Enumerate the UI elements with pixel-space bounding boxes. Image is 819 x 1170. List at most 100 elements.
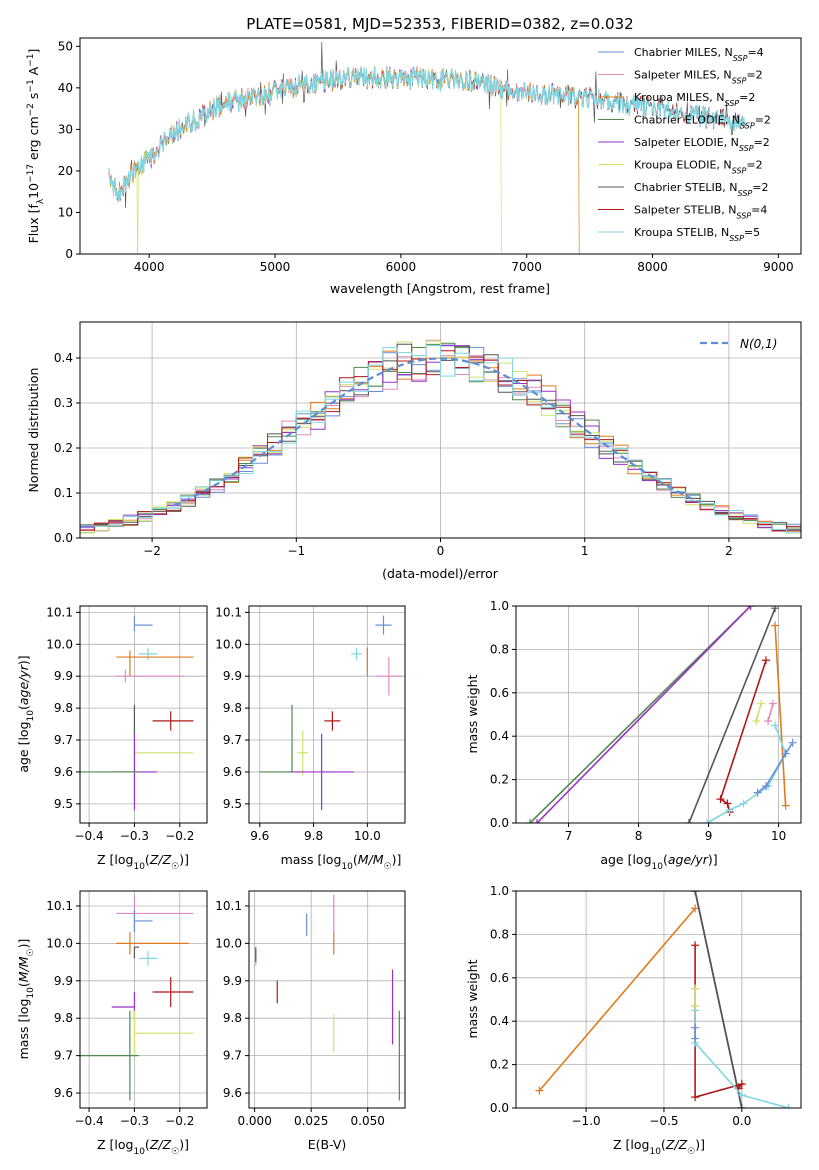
y-tick-label: 0.0 <box>490 816 509 830</box>
y-tick-label: 0.4 <box>490 729 509 743</box>
y-tick-label: 10.1 <box>46 605 73 619</box>
legend-label: Kroupa MILES, NSSP=2 <box>634 91 755 108</box>
legend-item: Chabrier STELIB, NSSP=2 <box>598 181 768 198</box>
legend-label: Salpeter ELODIE, NSSP=2 <box>634 136 770 153</box>
marker-plus <box>533 819 542 823</box>
marker-plus <box>737 1080 746 1089</box>
weight-line <box>755 703 762 722</box>
marker-plus <box>691 1002 700 1011</box>
legend-item: Salpeter MILES, NSSP=2 <box>598 69 763 85</box>
x-tick-label: 0.050 <box>351 1114 385 1128</box>
marker-plus <box>761 656 770 665</box>
plot-area <box>80 339 801 534</box>
legend-item: Kroupa ELODIE, NSSP=2 <box>598 159 763 175</box>
weight-line <box>767 703 774 722</box>
weight-line <box>757 742 794 794</box>
y-tick-label: 9.9 <box>54 974 73 988</box>
weight-line <box>694 891 743 1108</box>
x-tick-label: −0.5 <box>649 1114 678 1128</box>
spectrum-kroupa_stelib <box>108 66 746 202</box>
axes-frame <box>515 890 802 1109</box>
y-tick-label: 40 <box>58 81 73 95</box>
weight-line <box>529 606 752 823</box>
legend-item: Chabrier ELODIE, NSSP=2 <box>598 114 771 131</box>
y-tick-label: 10.0 <box>215 936 242 950</box>
errorbar-point <box>152 711 194 731</box>
marker-plus <box>691 904 700 913</box>
panel-spectrum: 4000 5000 6000 7000 8000 9000 0 10 20 30 40 50 Chabr… <box>58 37 802 296</box>
y-axis-label: mass [log10(M/M☉)] <box>16 939 36 1060</box>
plot-area <box>535 891 793 1108</box>
residual-legend: N(0,1) <box>700 337 777 351</box>
x-axis-label: Z [log10(Z/Z☉)] <box>613 1137 705 1157</box>
legend-label: Chabrier ELODIE, NSSP=2 <box>634 114 771 131</box>
x-tick-label: 10.0 <box>354 829 381 843</box>
plot-area <box>80 615 194 811</box>
panel-age_vs_Z: −0.4 −0.3 −0.2 9.5 9.6 9.7 9.8 9.9 10.0 10.1 <box>46 605 208 843</box>
y-tick-label: 0.0 <box>54 531 73 545</box>
errorbar-point <box>324 711 341 731</box>
x-tick-label: 0.025 <box>294 1114 328 1128</box>
legend-item: Salpeter STELIB, NSSP=4 <box>598 204 767 220</box>
y-tick-label: 10.1 <box>46 899 73 913</box>
y-tick-label: 9.5 <box>223 797 242 811</box>
errorbar-point <box>138 647 158 661</box>
y-tick-label: 9.7 <box>54 1049 73 1063</box>
marker-plus <box>768 699 777 708</box>
y-axis-label: Normed distribution <box>26 368 41 493</box>
errorbar-point <box>116 650 194 677</box>
legend-label: Chabrier STELIB, NSSP=2 <box>634 181 768 198</box>
legend-label: Kroupa STELIB, NSSP=5 <box>634 226 760 243</box>
marker-plus <box>737 1090 746 1099</box>
marker-plus <box>781 801 790 810</box>
y-tick-label: 9.7 <box>54 733 73 747</box>
y-tick-label: 30 <box>58 122 73 136</box>
marker-plus <box>691 1093 700 1102</box>
y-tick-label: 9.8 <box>223 1011 242 1025</box>
x-tick-label: 0.000 <box>237 1114 271 1128</box>
errorbar-point <box>133 1010 194 1056</box>
y-tick-label: 0.1 <box>54 486 73 500</box>
errorbar-point <box>116 669 185 683</box>
errorbar-point <box>116 932 189 955</box>
axes-frame <box>79 605 208 824</box>
errorbar-point <box>80 1010 139 1101</box>
weight-line <box>774 625 787 806</box>
plot-area <box>255 894 400 1101</box>
y-tick-label: 0 <box>65 247 73 261</box>
x-tick-label: 0 <box>437 544 445 558</box>
x-tick-label: −1.0 <box>572 1114 601 1128</box>
errorbar-point <box>297 730 309 776</box>
y-tick-label: 0.4 <box>54 351 73 365</box>
y-tick-label: 0.6 <box>490 971 509 985</box>
marker-plus <box>737 1104 746 1108</box>
x-tick-label: 7 <box>565 829 573 843</box>
weight-line <box>538 907 696 1092</box>
legend-item: Salpeter ELODIE, NSSP=2 <box>598 136 770 153</box>
x-tick-label: 10 <box>771 829 786 843</box>
x-tick-label: 8000 <box>637 260 668 274</box>
y-tick-label: 10.0 <box>46 637 73 651</box>
errorbar-point <box>351 647 362 661</box>
errorbar-point <box>133 615 153 632</box>
y-tick-label: 1.0 <box>490 884 509 898</box>
weight-line <box>706 725 787 823</box>
y-tick-label: 9.7 <box>223 1049 242 1063</box>
axes-frame <box>248 605 406 824</box>
marker-plus <box>771 721 780 730</box>
marker-plus <box>788 738 797 747</box>
marker-plus <box>691 984 700 993</box>
errorbar-point <box>138 950 158 966</box>
y-tick-label: 10.1 <box>215 605 242 619</box>
x-axis-label: E(B-V) <box>308 1137 347 1152</box>
y-tick-label: 9.9 <box>223 669 242 683</box>
marker-plus <box>739 799 748 808</box>
marker-plus <box>535 1086 544 1095</box>
panel-residuals: −2 −1 0 1 2 0.0 0.1 0.2 0.3 0.4 N(0,1) (data-model)… <box>26 321 802 581</box>
panel-age_vs_mass: 9.6 9.8 10.0 9.5 9.6 9.7 9.8 9.9 10.0 10.1 <box>215 605 406 843</box>
y-tick-label: 9.9 <box>223 974 242 988</box>
panel-mass_vs_ebv: 0.000 0.025 0.050 9.6 9.7 9.8 9.9 10.0 10.1 E(B-V… <box>215 890 406 1152</box>
axes-frame <box>79 37 802 255</box>
x-tick-label: 5000 <box>260 260 291 274</box>
